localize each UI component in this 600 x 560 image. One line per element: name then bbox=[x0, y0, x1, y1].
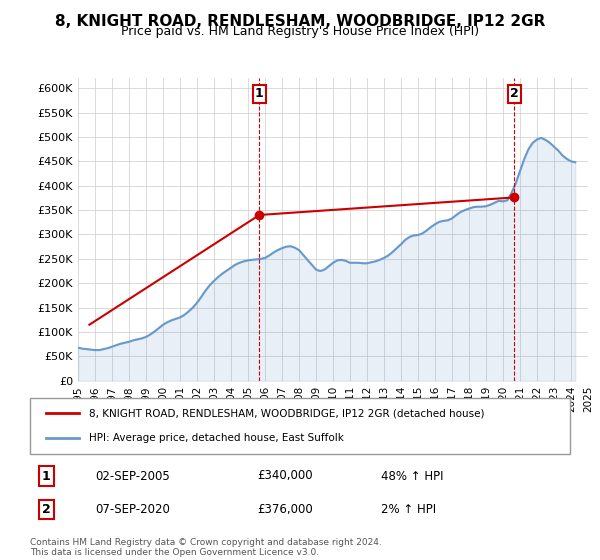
Text: 2: 2 bbox=[510, 87, 519, 100]
FancyBboxPatch shape bbox=[30, 398, 570, 454]
Text: 02-SEP-2005: 02-SEP-2005 bbox=[95, 469, 170, 483]
Text: Price paid vs. HM Land Registry's House Price Index (HPI): Price paid vs. HM Land Registry's House … bbox=[121, 25, 479, 38]
Text: 48% ↑ HPI: 48% ↑ HPI bbox=[381, 469, 443, 483]
Text: 07-SEP-2020: 07-SEP-2020 bbox=[95, 503, 170, 516]
Text: £376,000: £376,000 bbox=[257, 503, 313, 516]
Text: HPI: Average price, detached house, East Suffolk: HPI: Average price, detached house, East… bbox=[89, 433, 344, 443]
Text: £340,000: £340,000 bbox=[257, 469, 313, 483]
Text: 2% ↑ HPI: 2% ↑ HPI bbox=[381, 503, 436, 516]
Text: 1: 1 bbox=[42, 469, 50, 483]
Text: 1: 1 bbox=[255, 87, 264, 100]
Text: 8, KNIGHT ROAD, RENDLESHAM, WOODBRIDGE, IP12 2GR: 8, KNIGHT ROAD, RENDLESHAM, WOODBRIDGE, … bbox=[55, 14, 545, 29]
Text: 2: 2 bbox=[42, 503, 50, 516]
Text: Contains HM Land Registry data © Crown copyright and database right 2024.
This d: Contains HM Land Registry data © Crown c… bbox=[30, 538, 382, 557]
Text: 8, KNIGHT ROAD, RENDLESHAM, WOODBRIDGE, IP12 2GR (detached house): 8, KNIGHT ROAD, RENDLESHAM, WOODBRIDGE, … bbox=[89, 408, 485, 418]
